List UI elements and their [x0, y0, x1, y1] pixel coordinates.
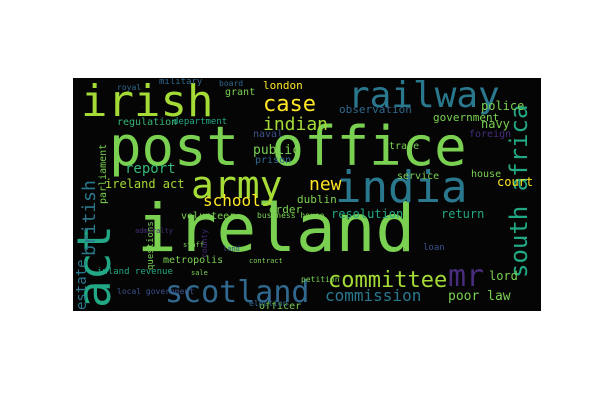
- word-committee: committee: [328, 268, 448, 293]
- word-royal: royal: [117, 83, 142, 92]
- word-board: board: [219, 79, 244, 88]
- word-london: london: [263, 79, 303, 92]
- word-business-house: business house: [257, 211, 325, 220]
- word-contract: contract: [249, 257, 283, 265]
- word-foreign: foreign: [469, 129, 512, 140]
- word-government: government: [433, 111, 500, 124]
- word-service: service: [397, 171, 440, 182]
- word-sale: sale: [191, 269, 208, 277]
- word-commission: commission: [325, 286, 422, 305]
- word-trade: trade: [389, 141, 420, 152]
- word-grant: grant: [225, 87, 256, 98]
- word-petition: petition: [301, 275, 340, 284]
- word-parliament: parliament: [98, 143, 109, 204]
- word-local-government: local government: [117, 287, 195, 296]
- word-railway: railway: [348, 78, 500, 116]
- word-house: house: [471, 169, 502, 180]
- tiny-word-mark: ·: [513, 137, 517, 143]
- tiny-word-mark: ·: [403, 247, 407, 253]
- word-navy: navy: [481, 117, 510, 131]
- word-scotland: scotland: [165, 275, 310, 310]
- word-metropolis: metropolis: [163, 255, 224, 266]
- word-resolution: resolution: [331, 207, 404, 221]
- word-election: election: [249, 299, 288, 308]
- word-mr: mr: [448, 259, 485, 294]
- word-public: public: [253, 143, 300, 158]
- word-admiralty: admiralty: [135, 227, 173, 235]
- word-new: new: [309, 174, 342, 195]
- word-officer: officer: [259, 301, 302, 312]
- word-indian: indian: [263, 114, 329, 135]
- word-ireland-act: ireland act: [105, 177, 185, 191]
- word-lord: lord: [489, 269, 518, 283]
- word-inland-revenue: inland revenue: [97, 267, 173, 277]
- word-irish: irish: [81, 78, 214, 127]
- word-regulation: regulation: [117, 117, 178, 128]
- word-observation: observation: [339, 103, 412, 116]
- word-land: land: [223, 245, 240, 253]
- word-estate: estate: [74, 259, 90, 310]
- word-british: british: [79, 180, 100, 256]
- word-loan: loan: [423, 243, 445, 253]
- word-order: order: [269, 203, 303, 216]
- tiny-word-mark: ·: [141, 105, 145, 111]
- word-dublin: dublin: [297, 193, 337, 206]
- word-prison: prison: [255, 155, 292, 166]
- word-school: school: [203, 191, 261, 210]
- word-poor-law: poor law: [448, 289, 511, 304]
- word-staff: staff: [183, 241, 205, 249]
- word-police: police: [481, 99, 525, 113]
- word-case: case: [263, 92, 316, 117]
- word-cloud-canvas: ireland post office india irish act rail…: [73, 78, 541, 311]
- word-court: court: [497, 175, 534, 189]
- word-military: military: [159, 78, 203, 87]
- word-post-office: post office: [109, 115, 467, 178]
- word-ireland: ireland: [137, 190, 416, 267]
- word-india: india: [335, 162, 468, 213]
- word-naval: naval: [253, 129, 284, 140]
- word-department: department: [173, 117, 228, 127]
- word-report: report: [125, 161, 176, 177]
- word-army: army: [191, 163, 283, 207]
- word-volunteer: volunteer: [181, 211, 236, 222]
- word-return: return: [441, 207, 485, 221]
